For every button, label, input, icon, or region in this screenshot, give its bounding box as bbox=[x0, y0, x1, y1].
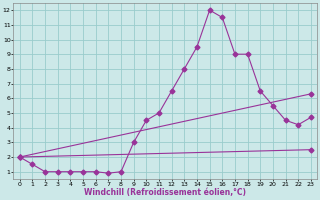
X-axis label: Windchill (Refroidissement éolien,°C): Windchill (Refroidissement éolien,°C) bbox=[84, 188, 246, 197]
